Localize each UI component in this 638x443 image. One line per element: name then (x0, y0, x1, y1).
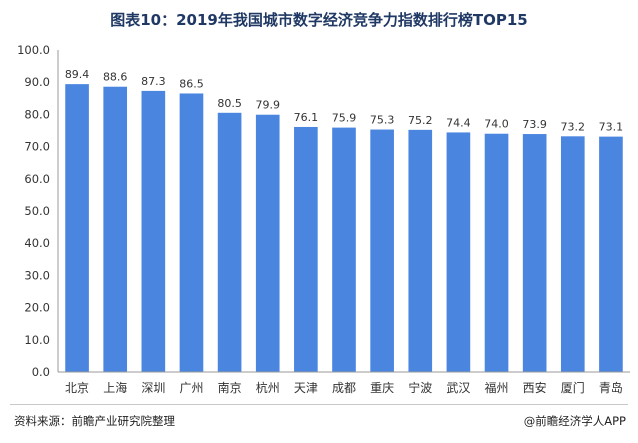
y-tick-label: 70.0 (24, 140, 50, 154)
x-tick-label: 西安 (523, 380, 547, 395)
data-label: 75.2 (408, 114, 433, 127)
bar (255, 114, 280, 373)
data-label: 75.3 (370, 114, 395, 127)
bar (217, 112, 242, 372)
x-tick-label: 北京 (65, 381, 89, 395)
y-tick-label: 60.0 (24, 172, 50, 186)
bar (370, 129, 394, 372)
bar (408, 129, 433, 372)
bars: 89.4 88.6 87.3 86.5 80.5 79.9 76.1 75.9 75.3 75.2… (65, 68, 624, 373)
x-tick-label: 重庆 (370, 381, 394, 395)
x-tick-label: 武汉 (446, 381, 470, 395)
x-axis: 北京 上海 深圳 广州 南京 杭州 天津 成都 重庆 宁波 武汉 福州 西安 厦门 青岛 (58, 371, 630, 395)
bar (484, 133, 509, 372)
data-label: 74.4 (446, 116, 471, 129)
bar (332, 127, 356, 373)
x-tick-label: 厦门 (561, 380, 585, 395)
bar-chart: 0.0 10.0 20.0 30.0 40.0 50.0 60.0 70.0 80.0 90.0 1… (17, 43, 630, 395)
x-tick-label: 青岛 (599, 380, 623, 395)
bar (179, 93, 204, 372)
bar (141, 90, 166, 373)
bar (294, 126, 318, 372)
data-label: 75.9 (332, 112, 357, 125)
bar (599, 136, 623, 372)
y-tick-label: 20.0 (24, 301, 50, 315)
y-tick-label: 10.0 (24, 333, 50, 347)
x-tick-label: 深圳 (141, 381, 165, 395)
data-label: 80.5 (217, 97, 242, 110)
credit-note: @前瞻经济学人APP (523, 414, 626, 428)
y-tick-label: 80.0 (24, 107, 50, 121)
data-label: 87.3 (141, 75, 166, 88)
data-label: 73.1 (599, 121, 624, 134)
x-tick-label: 杭州 (256, 380, 280, 395)
y-tick-label: 0.0 (32, 365, 50, 379)
x-tick-label: 上海 (103, 380, 127, 395)
y-tick-label: 30.0 (24, 268, 50, 282)
data-label: 79.9 (255, 99, 280, 112)
x-tick-label: 成都 (332, 381, 356, 395)
data-label: 74.0 (484, 118, 509, 131)
y-tick-label: 40.0 (24, 236, 50, 250)
data-label: 86.5 (179, 77, 204, 90)
y-tick-label: 100.0 (17, 43, 50, 57)
x-tick-label: 广州 (179, 381, 203, 395)
x-tick-label: 福州 (485, 380, 509, 395)
bar (446, 132, 471, 372)
data-label: 73.9 (522, 118, 547, 131)
bar (65, 84, 89, 372)
data-label: 76.1 (294, 111, 319, 124)
y-axis: 0.0 10.0 20.0 30.0 40.0 50.0 60.0 70.0 80.0 90.0 1… (17, 43, 59, 379)
y-tick-label: 50.0 (24, 204, 50, 218)
x-tick-label: 天津 (294, 381, 318, 395)
x-tick-label: 宁波 (408, 380, 432, 395)
data-label: 88.6 (103, 71, 128, 84)
footer-divider (10, 404, 628, 405)
data-label: 73.2 (561, 120, 586, 133)
bar (522, 134, 547, 372)
x-tick-label: 南京 (218, 380, 242, 395)
chart-title: 图表10：2019年我国城市数字经济竞争力指数排行榜TOP15 (110, 11, 528, 29)
bar (103, 86, 128, 372)
bar (560, 136, 585, 372)
source-note: 资料来源：前瞻产业研究院整理 (14, 414, 175, 428)
data-label: 89.4 (65, 68, 90, 81)
y-tick-label: 90.0 (24, 75, 50, 89)
